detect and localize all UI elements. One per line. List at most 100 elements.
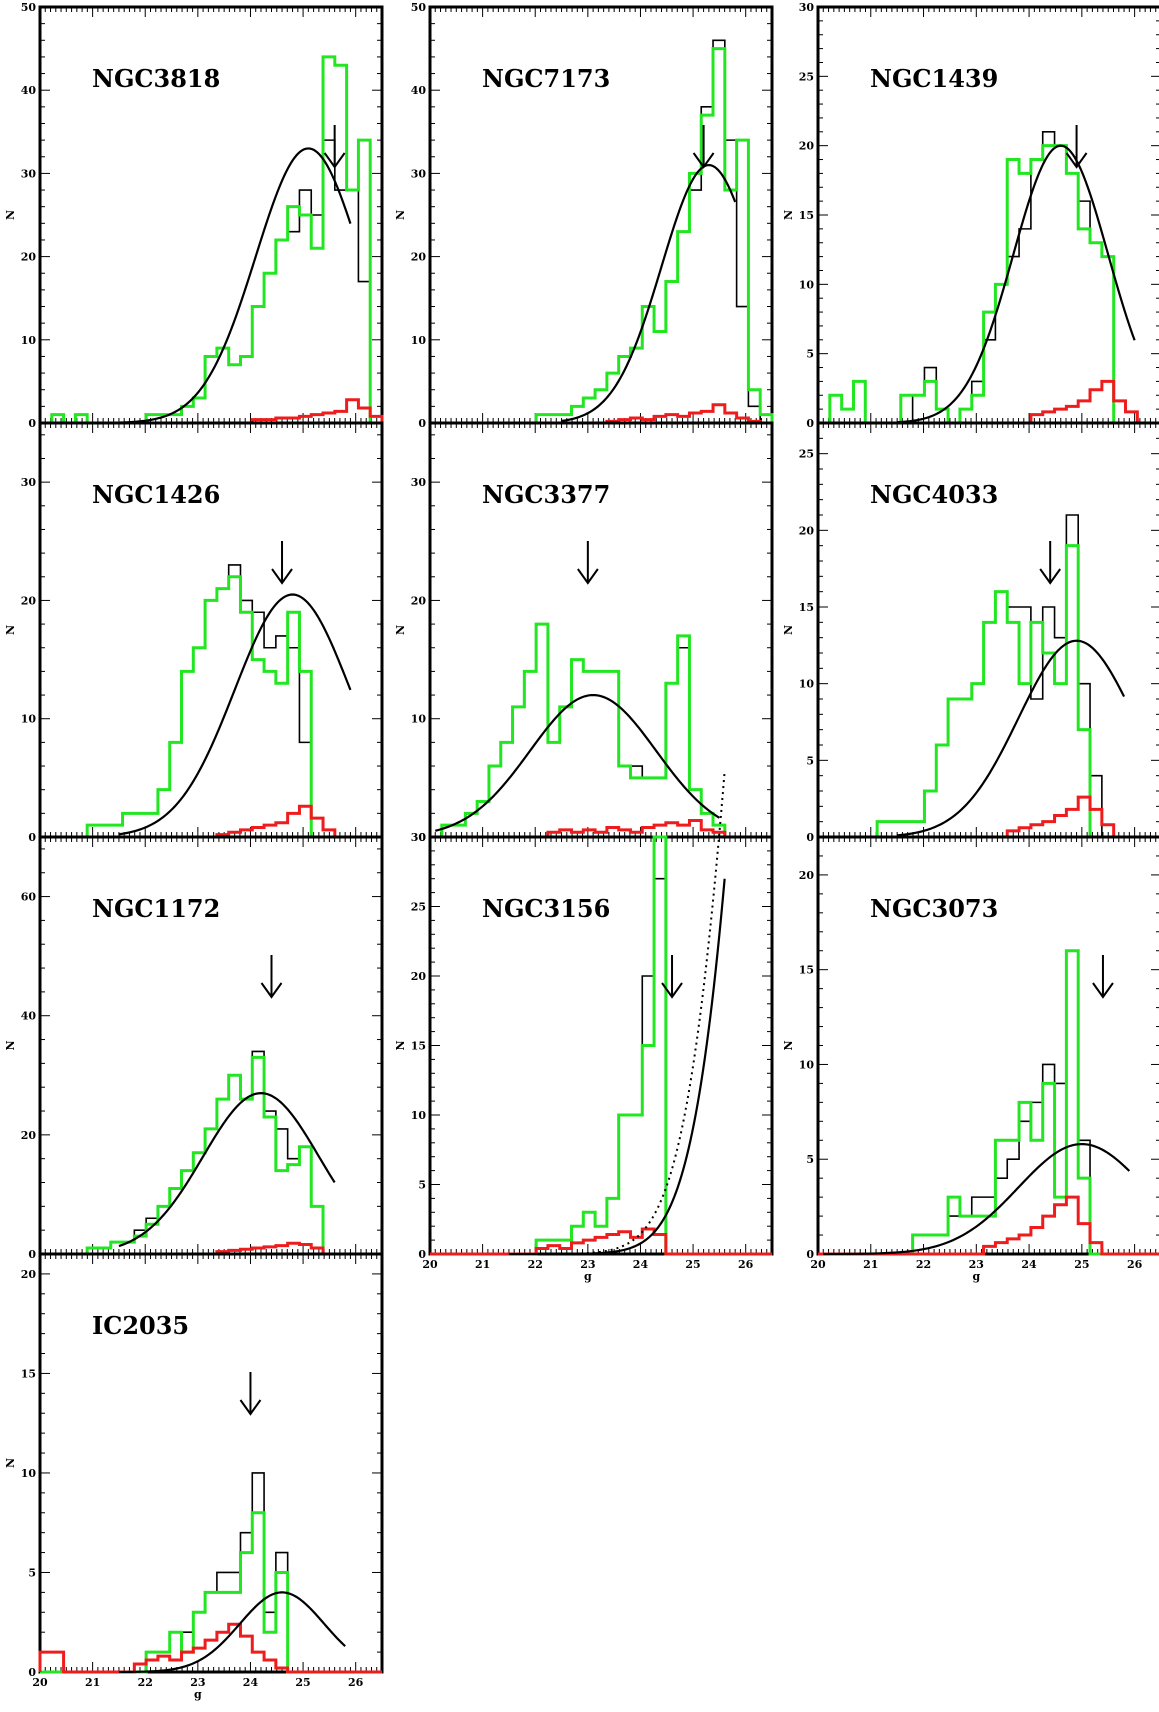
turnover-arrow-head: [1065, 152, 1088, 169]
panel-title: NGC7173: [482, 64, 610, 93]
histogram-total: [40, 1472, 382, 1673]
histogram-background: [818, 379, 1159, 425]
panel-ngc3818: 0 10 20 30 40 50 N NGC3818: [4, 1, 384, 430]
y-tick-label: 15: [21, 1367, 36, 1380]
y-axis-label: N: [394, 625, 407, 635]
y-tick-label: 5: [28, 1566, 36, 1579]
histogram-cleaned: [40, 55, 382, 425]
y-tick-label: 0: [418, 831, 426, 844]
turnover-arrow-head: [271, 568, 293, 585]
gaussian-fit-curve: [118, 593, 352, 836]
y-tick-label: 10: [411, 713, 427, 726]
y-tick-label: 30: [799, 1, 815, 14]
y-tick-label: 60: [21, 891, 37, 904]
x-tick-label: 20: [810, 1258, 826, 1271]
x-tick-label: 21: [85, 1676, 100, 1689]
panel-ngc3156: 0 5 10 15 20 25 30 N 20 21 22 23 24 25 26 g NGC3156: [394, 771, 774, 1283]
y-tick-label: 20: [799, 524, 815, 537]
panel-title: NGC1426: [92, 480, 220, 509]
histogram-cleaned: [40, 575, 382, 839]
y-tick-label: 30: [21, 476, 37, 489]
histogram-cleaned: [430, 47, 774, 425]
y-tick-label: 15: [411, 1040, 426, 1053]
y-tick-label: 20: [411, 594, 427, 607]
y-tick-label: 0: [806, 1248, 814, 1261]
histogram-background: [40, 804, 382, 839]
panel-ic2035: 0 5 10 15 20 N 20 21 22 23 24 25 26 g IC2035: [4, 1252, 384, 1701]
histogram-total: [818, 131, 1159, 424]
histogram-total: [40, 139, 382, 424]
y-tick-label: 0: [28, 1248, 36, 1261]
histogram-background: [818, 795, 1159, 839]
histogram-cleaned: [40, 1511, 382, 1674]
panel-title: NGC3818: [92, 64, 220, 93]
x-tick-label: 24: [1021, 1258, 1037, 1271]
y-tick-label: 0: [28, 1666, 36, 1679]
x-tick-label: 21: [475, 1258, 490, 1271]
x-tick-label: 23: [580, 1258, 595, 1271]
y-tick-label: 20: [21, 594, 37, 607]
x-axis-label: g: [194, 1688, 202, 1701]
gaussian-fit-curve: [508, 878, 726, 1256]
panel-title: IC2035: [92, 1311, 189, 1340]
turnover-arrow-head: [577, 568, 599, 585]
y-tick-label: 40: [21, 1010, 37, 1023]
histogram-cleaned: [40, 1055, 382, 1256]
x-tick-label: 25: [295, 1676, 310, 1689]
y-tick-label: 15: [799, 601, 814, 614]
turnover-arrow-head: [323, 152, 346, 169]
x-tick-label: 22: [916, 1258, 931, 1271]
y-tick-label: 20: [411, 251, 427, 264]
y-tick-label: 0: [418, 417, 426, 430]
y-tick-label: 5: [806, 1153, 814, 1166]
y-tick-label: 0: [806, 417, 814, 430]
y-tick-label: 10: [21, 334, 37, 347]
panel-title: NGC3073: [870, 894, 998, 923]
histogram-total: [430, 39, 772, 424]
gaussian-fit-curve: [823, 1142, 1131, 1256]
y-tick-label: 20: [799, 140, 815, 153]
x-tick-label: 22: [138, 1676, 153, 1689]
y-tick-label: 30: [411, 476, 427, 489]
turnover-arrow-head: [260, 982, 283, 999]
y-axis-label: N: [394, 210, 407, 220]
panel-title: NGC3377: [482, 480, 610, 509]
histogram-background: [430, 403, 772, 425]
y-tick-label: 0: [28, 417, 36, 430]
x-tick-label: 26: [1127, 1258, 1143, 1271]
y-tick-label: 0: [418, 1248, 426, 1261]
histogram-cleaned: [818, 544, 1159, 839]
y-tick-label: 30: [411, 167, 427, 180]
gaussian-fit-curve: [118, 1591, 346, 1674]
histogram-background: [430, 1227, 772, 1256]
y-tick-label: 10: [799, 278, 815, 291]
turnover-arrow-head: [692, 152, 715, 169]
y-tick-label: 20: [411, 970, 427, 983]
gaussian-fit-curve: [118, 147, 352, 424]
y-tick-label: 5: [418, 1179, 426, 1192]
turnover-arrow-head: [1092, 982, 1114, 999]
panel-title: NGC1172: [92, 894, 220, 923]
y-tick-label: 50: [411, 1, 427, 14]
histogram-total: [430, 623, 772, 838]
panel-ngc3377: 0 10 20 30 N NGC3377: [394, 421, 774, 844]
y-tick-label: 20: [21, 1268, 37, 1281]
y-tick-label: 5: [806, 348, 814, 361]
y-tick-label: 5: [806, 754, 814, 767]
y-tick-label: 10: [21, 1467, 37, 1480]
panel-title: NGC4033: [870, 480, 998, 509]
x-tick-label: 21: [863, 1258, 878, 1271]
gaussian-fit-curve: [561, 163, 737, 423]
histogram-total: [818, 514, 1159, 838]
y-tick-label: 0: [28, 831, 36, 844]
y-tick-label: 10: [411, 1109, 427, 1122]
y-axis-label: N: [782, 1040, 795, 1050]
histogram-total: [818, 949, 1159, 1255]
panel-ngc1426: 0 10 20 30 N NGC1426: [4, 421, 384, 844]
y-tick-label: 10: [799, 678, 815, 691]
y-tick-label: 15: [799, 209, 814, 222]
x-axis-label: g: [972, 1270, 980, 1283]
x-tick-label: 23: [969, 1258, 984, 1271]
x-tick-label: 24: [243, 1676, 259, 1689]
